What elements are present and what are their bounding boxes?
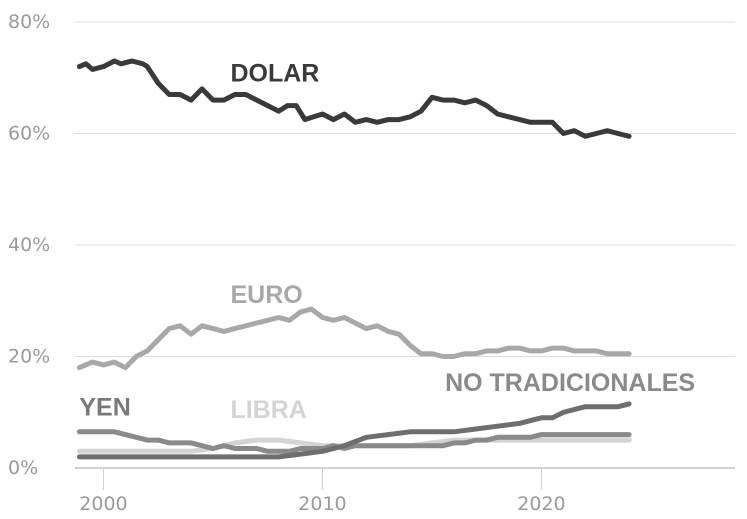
gridlines [75, 21, 735, 469]
series-line-dolar [76, 58, 632, 139]
x-tick-label: 2020 [517, 493, 565, 515]
y-tick-label: 20% [8, 346, 50, 368]
series-line-no-tradicionales [76, 401, 632, 460]
series-label-libra: LIBRA [230, 396, 306, 424]
series-lines [76, 58, 632, 460]
axes: 0% 20% 40% 60% 80% 2000 2010 2020 [8, 11, 566, 515]
x-tick-label: 2000 [79, 493, 127, 515]
series-line-yen [76, 429, 632, 454]
series-labels: DOLAR EURO NO TRADICIONALES YEN LIBRA [79, 60, 695, 424]
y-tick-label: 0% [8, 457, 38, 479]
series-label-euro: EURO [230, 281, 302, 309]
series-label-no-tradicionales: NO TRADICIONALES [445, 369, 695, 397]
x-tick-label: 2010 [298, 493, 346, 515]
y-tick-label: 40% [8, 234, 50, 256]
series-line-euro [76, 306, 632, 371]
series-label-dolar: DOLAR [230, 60, 319, 88]
series-label-yen: YEN [79, 394, 130, 422]
y-tick-label: 80% [8, 11, 50, 33]
y-tick-label: 60% [8, 123, 50, 145]
